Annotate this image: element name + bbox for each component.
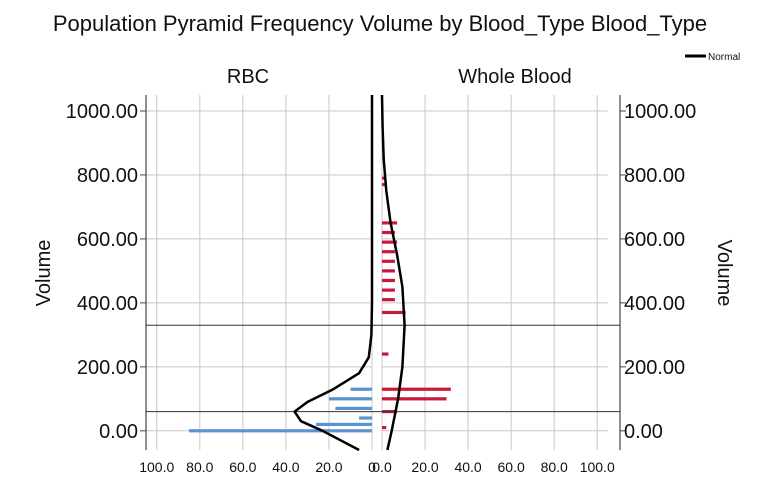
bar — [382, 230, 395, 235]
y-tick-label: 800.00 — [624, 165, 685, 187]
normal-curve-rbc — [293, 95, 374, 452]
y-ticks-right: 0.00 200.00 400.00 600.00 800.00 1000.00 — [620, 101, 696, 443]
bar — [335, 406, 372, 411]
x-tick-label: 20.0 — [411, 459, 438, 475]
y-tick-label: 1000.00 — [624, 101, 696, 123]
mean-lines — [146, 324, 620, 413]
bar — [382, 182, 387, 187]
y-axis-title-left: Volume — [33, 240, 55, 307]
legend-normal-label: Normal — [708, 52, 740, 63]
x-tick-label: 100.0 — [139, 459, 174, 475]
y-tick-label: 0.00 — [624, 421, 663, 443]
y-ticks-left: 0.00 200.00 400.00 600.00 800.00 1000.00 — [66, 101, 146, 443]
x-tick-label: 0 — [368, 459, 376, 475]
y-tick-label: 200.00 — [77, 357, 138, 379]
bar — [382, 310, 406, 315]
grid-left — [146, 95, 373, 450]
bar — [382, 269, 395, 273]
chart-title: Population Pyramid Frequency Volume by B… — [53, 11, 707, 36]
x-tick-label: 0.0 — [372, 459, 392, 475]
bars-rbc — [189, 387, 372, 433]
y-tick-label: 400.00 — [77, 293, 138, 315]
x-ticks-right: 0.0 20.0 40.0 60.0 80.0 100.0 — [372, 459, 615, 475]
y-tick-label: 200.00 — [624, 357, 685, 379]
x-tick-label: 40.0 — [454, 459, 481, 475]
bar — [382, 387, 451, 391]
bar — [350, 387, 372, 391]
bar — [382, 259, 395, 263]
x-tick-label: 80.0 — [541, 459, 568, 475]
bar — [382, 352, 389, 356]
y-tick-label: 800.00 — [77, 165, 138, 187]
bar — [382, 250, 395, 254]
y-tick-label: 600.00 — [77, 229, 138, 251]
bar — [382, 278, 395, 283]
panel-title-rbc: RBC — [227, 66, 269, 88]
bar — [316, 422, 372, 427]
normal-curve-whole-blood — [380, 94, 406, 451]
y-axis-title-right: Volume — [713, 240, 735, 307]
bar — [328, 397, 372, 401]
x-tick-label: 60.0 — [498, 459, 525, 475]
x-ticks-left: 100.0 80.0 60.0 40.0 20.0 0 — [139, 459, 376, 475]
x-tick-label: 80.0 — [186, 459, 213, 475]
y-tick-label: 1000.00 — [66, 101, 138, 123]
grid-right — [381, 95, 608, 450]
bar — [189, 429, 372, 433]
bar — [382, 240, 398, 244]
y-tick-label: 600.00 — [624, 229, 685, 251]
panel-title-whole-blood: Whole Blood — [458, 66, 571, 88]
x-tick-label: 60.0 — [229, 459, 256, 475]
bar — [382, 426, 387, 430]
axes — [145, 95, 621, 450]
normal-curves — [293, 94, 406, 452]
x-tick-label: 40.0 — [272, 459, 299, 475]
bar — [359, 416, 372, 420]
x-tick-label: 100.0 — [580, 459, 615, 475]
legend: Normal — [685, 52, 740, 63]
y-tick-label: 400.00 — [624, 293, 685, 315]
x-tick-label: 20.0 — [315, 459, 342, 475]
bar — [382, 298, 395, 302]
bar — [382, 288, 395, 292]
y-tick-label: 0.00 — [99, 421, 138, 443]
bar — [382, 397, 447, 401]
